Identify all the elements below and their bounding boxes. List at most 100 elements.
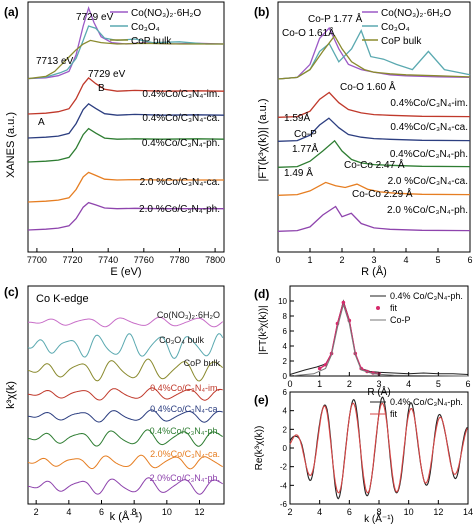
y-axis-label: k³χ(k)	[5, 381, 17, 409]
series-line	[27, 387, 223, 401]
y-tick-label: 0	[283, 444, 288, 453]
series-line	[277, 26, 471, 80]
series-line	[27, 127, 225, 163]
series-line	[27, 454, 223, 470]
y-tick-label: -2	[280, 463, 288, 472]
series-line	[27, 429, 223, 447]
x-tick-label: 7780	[169, 255, 189, 265]
series-line	[27, 358, 224, 382]
series-group	[289, 299, 469, 377]
stacked-labels: 0.4%Co/C₃N₄-im. 0.4%Co/C₃N₄-ca. 0.4%Co/C…	[387, 98, 468, 216]
y-axis-label: XANES (a.u.)	[5, 112, 17, 178]
legend-entry: 0.4% Co/C₃N₄-ph.	[390, 397, 463, 407]
series-label: 0.4%Co/C₃N₄-ph.	[142, 138, 220, 149]
x-tick-label: 2	[347, 379, 352, 389]
series-line	[27, 316, 224, 328]
x-axis-label: k (Å⁻¹)	[110, 510, 143, 523]
series-label: CoP bulk	[184, 358, 221, 368]
series-group	[277, 26, 471, 232]
series-label: 0.4%Co/C₃N₄-im.	[142, 89, 220, 100]
annotation: Co-O 1.60 Å	[340, 80, 396, 93]
plot-frame	[27, 285, 225, 505]
legend: 0.4% Co/C₃N₄-ph. fit Co-P	[370, 291, 463, 325]
annotation: 7713 eV	[36, 56, 74, 67]
series-group	[289, 396, 468, 500]
y-tick-label: 6	[283, 327, 288, 336]
legend-entry: Co₃O₄	[131, 22, 160, 33]
x-tick-label: 6	[465, 379, 470, 389]
y-axis-label: |FT(k³χ(k))| (a.u.)	[257, 99, 269, 182]
stacked-labels: Co(NO₃)₂·6H₂O Co₃O₄ bulk CoP bulk 0.4%Co…	[150, 310, 221, 483]
legend-entry: Co(NO₃)₂·6H₂O	[381, 8, 451, 19]
series-label: 0.4%Co/C₃N₄-ph.	[390, 149, 468, 160]
series-label: 2.0 %Co/C₃N₄-ph.	[387, 205, 468, 216]
y-tick-label: 2	[283, 357, 288, 366]
x-tick-label: 5	[436, 379, 441, 389]
legend: Co(NO₃)₂·6H₂O Co₃O₄ CoP bulk	[362, 8, 451, 47]
annotation: 1.77Å	[292, 142, 318, 155]
series-label: 0.4%Co/C₃N₄-ca.	[142, 113, 220, 124]
legend-swatch	[376, 306, 380, 310]
series-label: 0.4%Co/C₃N₄-im.	[390, 98, 468, 109]
legend-entry: CoP bulk	[381, 36, 422, 47]
x-tick-label: 0	[287, 379, 292, 389]
series-line	[319, 300, 380, 375]
axis-ticks: 2 4 6 8 10 12 14 -6 -4 -2 0 2 4 6	[280, 388, 473, 517]
panel-label: (e)	[254, 393, 269, 407]
x-tick-label: 7760	[134, 255, 154, 265]
legend-entry: CoP bulk	[131, 36, 172, 47]
y-tick-label: 2	[283, 425, 288, 434]
series-label: 0.4%Co/C₃N₄-im.	[150, 383, 220, 393]
x-tick-label: 8	[132, 507, 137, 517]
series-line	[289, 302, 469, 377]
legend-entry: 0.4% Co/C₃N₄-ph.	[390, 291, 463, 301]
x-tick-label: 2	[339, 255, 344, 265]
series-line	[277, 91, 471, 118]
series-label: Co₃O₄ bulk	[159, 335, 204, 345]
annotation: 1.49 Å	[284, 166, 313, 179]
x-tick-label: 6	[347, 507, 352, 517]
x-tick-label: 6	[467, 255, 472, 265]
y-tick-label: -6	[280, 500, 288, 509]
x-tick-label: 1	[307, 255, 312, 265]
series-line	[277, 29, 471, 80]
x-tick-label: 7740	[98, 255, 118, 265]
annotation: Co-O 1.61Å	[282, 26, 335, 39]
y-tick-label: 8	[283, 312, 288, 321]
y-tick-label: -4	[280, 481, 288, 490]
x-tick-label: 10	[404, 507, 414, 517]
panel-a: (a) 7700 7720 7740 7760 7780 7800 E (eV) XANE…	[4, 1, 225, 278]
series-label: 0.4%Co/C₃N₄-ca.	[390, 122, 468, 133]
x-tick-label: 4	[406, 379, 411, 389]
annotation: A	[38, 117, 45, 128]
legend-entry: fit	[390, 303, 398, 313]
annotation: Co-P 1.77 Å	[308, 12, 363, 25]
x-axis-label: k (Å⁻¹)	[364, 512, 394, 525]
y-tick-label: 0	[283, 372, 288, 381]
annotation: 1.59Å	[284, 111, 310, 124]
series-line	[27, 333, 224, 359]
series-line	[277, 139, 471, 168]
series-label: 2.0 %Co/C₃N₄-ph.	[139, 204, 220, 215]
stacked-labels: 0.4%Co/C₃N₄-im. 0.4%Co/C₃N₄-ca. 0.4%Co/C…	[139, 89, 220, 215]
x-axis-label: R (Å)	[361, 265, 387, 278]
x-tick-label: 6	[99, 507, 104, 517]
x-axis-label: E (eV)	[110, 266, 141, 278]
y-axis-label: |FT(k³χ(k))|	[258, 305, 269, 354]
panel-e: (e) 2 4 6 8 10 12 14 -6 -4 -2 0 2 4 6 k (Å⁻¹) Re(k³χ(…	[254, 388, 473, 525]
y-tick-label: 6	[283, 388, 288, 397]
x-tick-label: 3	[371, 255, 376, 265]
x-ticks: 0 1 2 3 4 5 6	[275, 248, 473, 265]
x-tick-label: 8	[376, 507, 381, 517]
series-label: 2.0%Co/C₃N₄-ph.	[150, 473, 220, 483]
series-group	[27, 5, 225, 231]
x-tick-label: 4	[403, 255, 408, 265]
x-tick-label: 7800	[205, 255, 225, 265]
series-line	[27, 39, 224, 80]
series-label: 0.4%Co/C₃N₄-ca.	[150, 404, 220, 414]
annotation: Co-Co 2.47 Å	[344, 158, 405, 171]
series-line	[27, 25, 224, 80]
x-tick-label: 14	[463, 507, 473, 517]
series-label: 2.0 %Co/C₃N₄-ca.	[388, 176, 468, 187]
